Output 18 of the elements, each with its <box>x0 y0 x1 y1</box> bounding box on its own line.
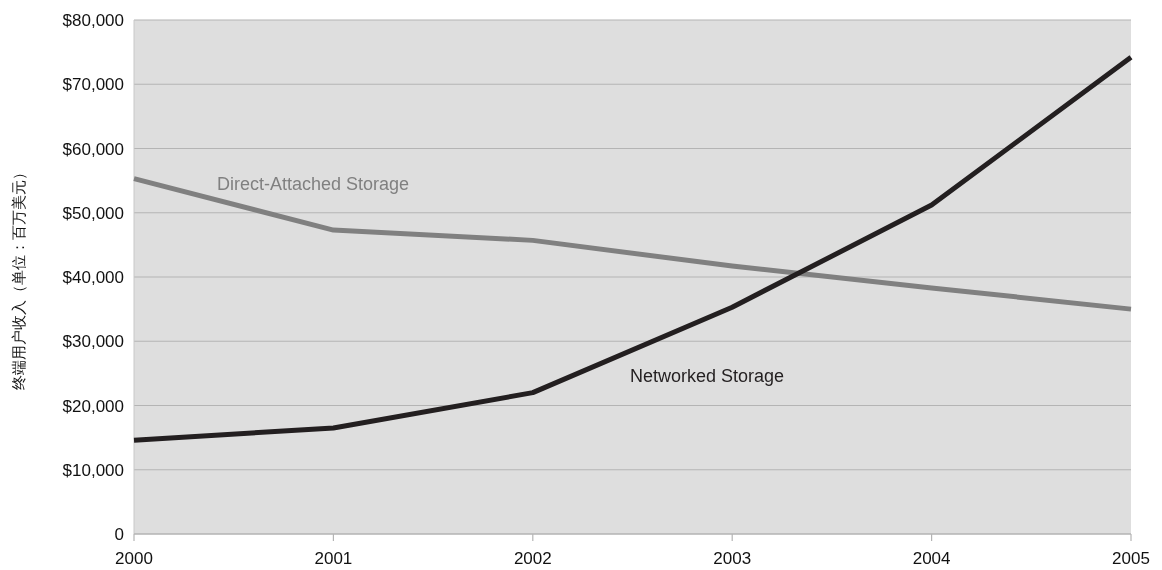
y-tick-label: $10,000 <box>62 460 124 480</box>
y-tick-label: $20,000 <box>62 396 124 416</box>
y-tick-label: $30,000 <box>62 332 124 352</box>
x-tick-label: 2003 <box>713 549 752 568</box>
x-tick-label: 2005 <box>1112 549 1150 568</box>
series-label: Direct-Attached Storage <box>217 174 410 194</box>
x-tick-label: 2001 <box>314 549 353 568</box>
x-tick-label: 2000 <box>115 549 153 568</box>
y-tick-label: 0 <box>114 525 124 544</box>
y-tick-label: $80,000 <box>62 11 124 30</box>
x-tick-label: 2004 <box>912 549 951 568</box>
y-tick-label: $70,000 <box>62 75 124 95</box>
y-tick-label: $60,000 <box>62 139 124 159</box>
y-tick-label: $40,000 <box>62 268 124 287</box>
series-label: Networked Storage <box>630 366 785 386</box>
y-tick-label: $50,000 <box>62 203 124 223</box>
y-axis-title: 终端用户收入（单位：百万美元） <box>10 164 27 390</box>
x-tick-label: 2002 <box>513 549 552 568</box>
